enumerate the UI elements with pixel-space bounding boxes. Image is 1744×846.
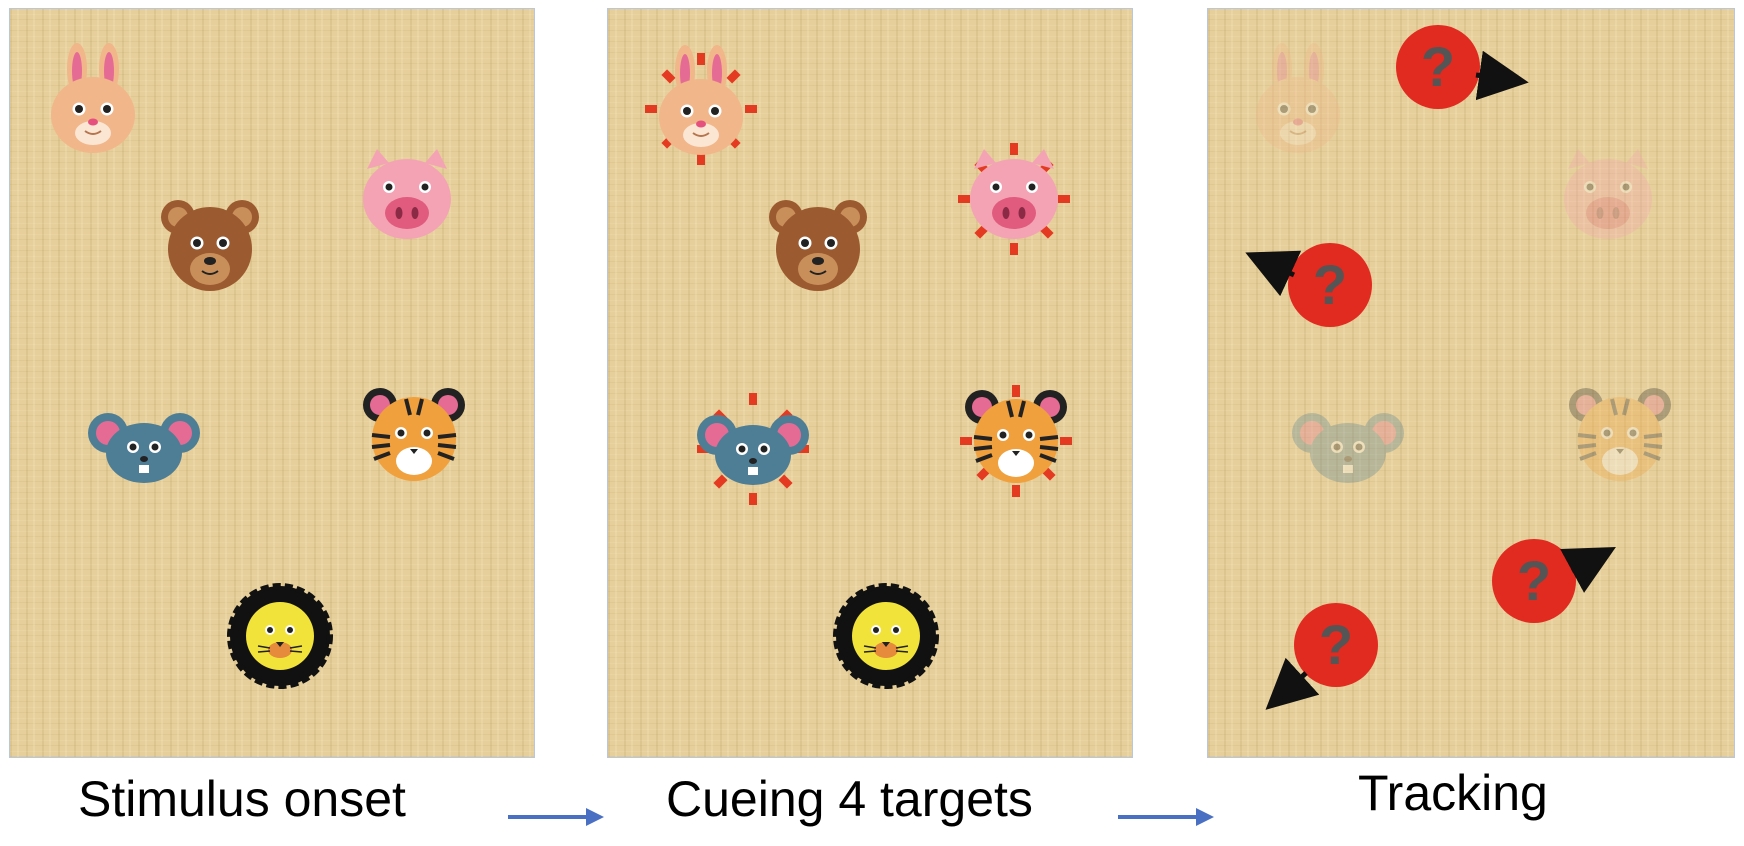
caption-cueing-targets: Cueing 4 targets <box>666 771 1033 827</box>
motion-arrow <box>1560 547 1616 593</box>
tracking-marker: ? <box>1245 243 1372 327</box>
svg-text:?: ? <box>1313 253 1347 316</box>
faded-mouse-icon <box>1292 413 1404 483</box>
tracking-marker: ? <box>1265 603 1378 710</box>
tracking-marker: ? <box>1492 539 1616 623</box>
panel-cueing-targets <box>607 8 1133 758</box>
flow-arrow <box>1118 808 1214 826</box>
faded-rabbit-icon <box>1255 42 1341 154</box>
rabbit-icon <box>50 42 136 154</box>
motion-arrow <box>1475 50 1529 101</box>
motion-arrow <box>1265 657 1320 710</box>
flow-arrow <box>508 808 604 826</box>
bear-icon <box>160 199 260 292</box>
svg-text:?: ? <box>1421 35 1455 98</box>
pig-icon <box>363 149 451 239</box>
panel-tracking: ? ? ? ? <box>1207 8 1735 758</box>
mouse-icon <box>88 413 200 483</box>
tiger-icon <box>361 386 467 483</box>
svg-text:?: ? <box>1517 549 1551 612</box>
faded-tiger-icon <box>1567 386 1673 483</box>
faded-pig-icon <box>1564 149 1652 239</box>
tiger-icon <box>963 388 1069 485</box>
mouse-icon <box>697 415 809 485</box>
tracking-marker: ? <box>1396 25 1529 109</box>
bear-icon <box>768 199 868 292</box>
pig-icon <box>970 149 1058 239</box>
panel-stimulus-onset <box>9 8 535 758</box>
caption-stimulus-onset: Stimulus onset <box>78 771 406 827</box>
lion-icon <box>230 586 330 686</box>
motion-arrow <box>1245 250 1302 297</box>
caption-tracking: Tracking <box>1358 765 1548 821</box>
svg-text:?: ? <box>1319 613 1353 676</box>
lion-icon <box>836 586 936 686</box>
